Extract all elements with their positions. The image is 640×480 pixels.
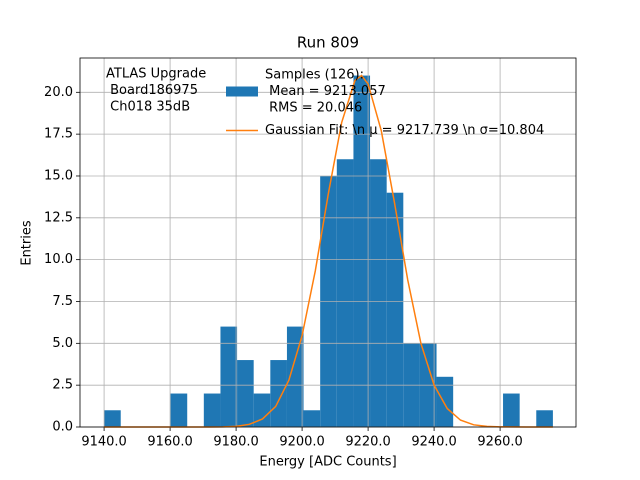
bar (336, 159, 354, 427)
annotation: Ch018 35dB (106, 100, 190, 115)
annotation: ATLAS Upgrade (106, 67, 206, 82)
y-tick-label: 0.0 (52, 420, 73, 435)
y-tick-label: 15.0 (44, 168, 73, 183)
x-tick-label: 9200.0 (279, 435, 325, 450)
legend-label: RMS = 20.046 (265, 101, 362, 116)
bar (253, 393, 271, 427)
bar (203, 393, 221, 427)
bar (370, 159, 387, 427)
y-tick-label: 17.5 (44, 127, 73, 142)
bar (386, 192, 404, 427)
legend-label: Mean = 9213.057 (265, 84, 386, 99)
y-tick-label: 5.0 (52, 336, 73, 351)
y-tick-label: 20.0 (44, 85, 73, 100)
x-tick-label: 9220.0 (345, 435, 391, 450)
bar (536, 410, 553, 427)
y-tick-label: 7.5 (52, 294, 73, 309)
x-tick-label: 9140.0 (81, 435, 127, 450)
x-axis-label: Energy [ADC Counts] (259, 455, 396, 470)
y-tick-label: 12.5 (44, 210, 73, 225)
annotation: Board186975 (106, 83, 198, 98)
bar (220, 326, 238, 427)
bar (353, 75, 371, 428)
y-tick-label: 2.5 (52, 378, 73, 393)
x-tick-label: 9260.0 (477, 435, 523, 450)
bar (503, 393, 520, 427)
legend-patch (226, 86, 258, 97)
bar (303, 410, 321, 427)
legend-label: Gaussian Fit: \n μ = 9217.739 \n σ=10.80… (265, 123, 544, 138)
bar (104, 410, 121, 427)
bar (237, 360, 254, 427)
bar (170, 393, 188, 427)
bar (286, 326, 304, 427)
x-tick-label: 9180.0 (213, 435, 259, 450)
plot-frame (79, 57, 577, 428)
legend-label: Samples (126): (265, 68, 364, 83)
x-tick-label: 9240.0 (411, 435, 457, 450)
x-tick-label: 9160.0 (147, 435, 193, 450)
y-axis-label: Entries (20, 220, 35, 266)
bar (270, 360, 287, 427)
y-tick-label: 10.0 (44, 252, 73, 267)
bar (436, 376, 454, 427)
chart-title: Run 809 (297, 34, 359, 52)
